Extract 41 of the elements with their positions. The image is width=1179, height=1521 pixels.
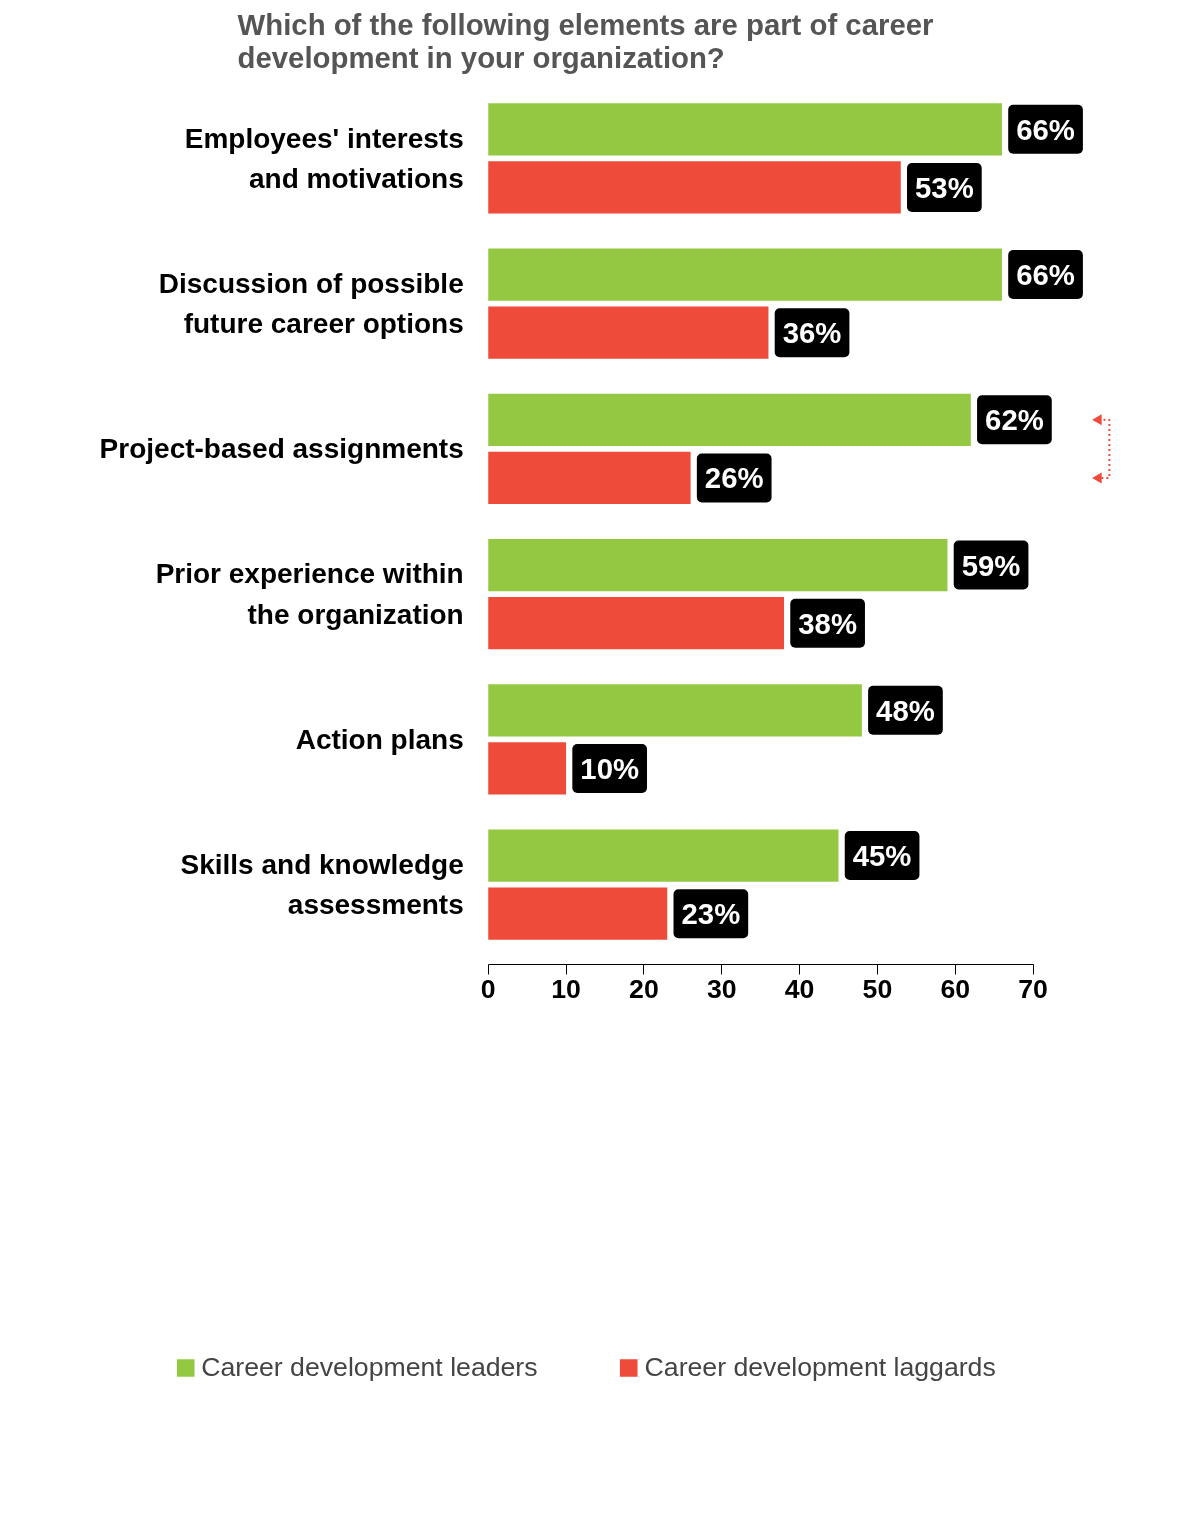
data-label: 53% [915,170,974,204]
y-tick-label: Prior experience within the organization [155,558,464,630]
data-label: 23% [681,897,741,931]
chart-title: Which of the following elements are part of career development in your organization? [237,7,934,74]
data-label: 45% [852,839,912,873]
bar [488,103,1002,156]
legend-label: Career development leaders [201,1351,538,1383]
bar [488,684,862,737]
data-label: 59% [961,548,1021,582]
x-tick-label: 30 [706,973,737,1004]
data-label: 10% [580,751,640,785]
bar [488,451,691,505]
x-tick-label: 40 [784,973,815,1004]
x-tick-label: 50 [862,973,893,1004]
y-tick-label: Employees' interests and motivations [184,122,464,195]
x-tick-label: 10 [551,973,581,1004]
bar [488,161,901,214]
legend-label: Career development laggards [644,1351,996,1383]
data-label: 36% [782,316,842,350]
y-tick-label: Skills and knowledge assessments [180,848,464,921]
bar [488,393,971,446]
data-label: 66% [1016,112,1075,146]
data-label: 62% [985,403,1044,437]
y-tick-label: Action plans [295,723,464,755]
x-tick-label: 0 [480,973,496,1004]
data-label: 26% [704,461,764,495]
y-tick-label: Project-based assignments [99,433,464,465]
data-label: 48% [876,693,935,727]
bar [488,306,769,359]
x-tick-label: 20 [629,973,659,1004]
x-tick-label: 60 [940,973,971,1004]
bar [488,597,785,650]
bar [488,829,839,882]
bar [488,742,567,795]
data-label: 38% [798,606,857,640]
bar [488,538,948,592]
x-tick-label: 70 [1018,973,1048,1004]
bar [488,887,668,940]
data-label: 66% [1016,258,1075,292]
bar [488,248,1002,301]
y-tick-label: Discussion of possible future career options [158,267,464,340]
